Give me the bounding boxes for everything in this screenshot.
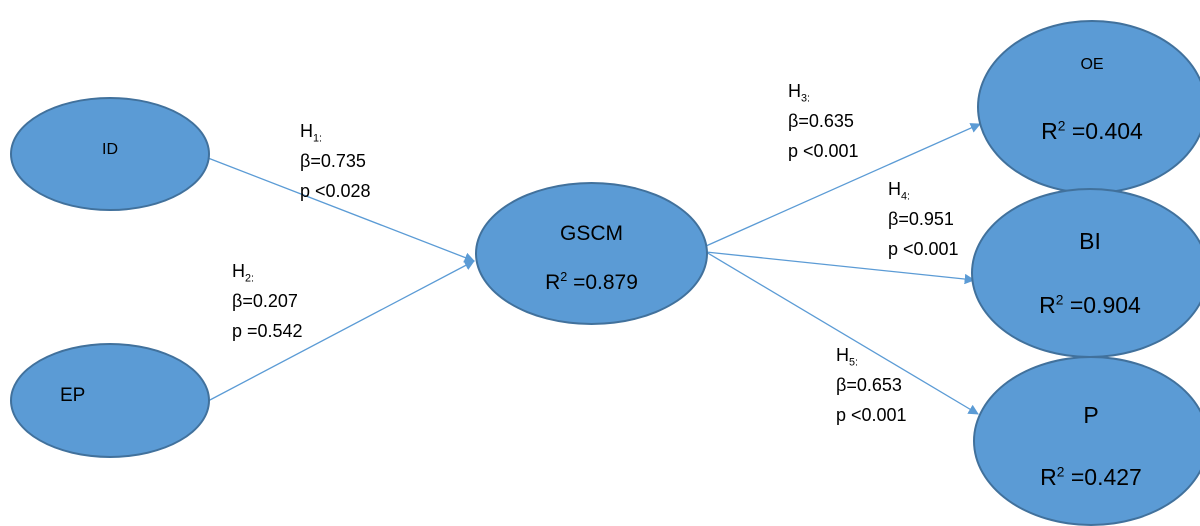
r2-symbol: R — [1041, 118, 1058, 144]
node-gscm: GSCM R2 =0.879 — [475, 182, 708, 325]
beta-h3: β=0.635 — [788, 111, 854, 131]
path-label-h5: H5: β=0.653 p <0.001 — [836, 340, 907, 430]
beta-h2: β=0.207 — [232, 291, 298, 311]
node-gscm-r2-value: =0.879 — [567, 271, 638, 294]
node-bi-r2: R2 =0.904 — [973, 292, 1200, 319]
arrow-gscm-to-bi — [705, 251, 976, 285]
path-label-h4: H4: β=0.951 p <0.001 — [888, 174, 959, 264]
pvalue-h2: p =0.542 — [232, 321, 303, 341]
node-p-r2-value: =0.427 — [1064, 464, 1142, 490]
r2-symbol: R — [1040, 464, 1057, 490]
r2-symbol: R — [545, 271, 561, 294]
r2-exponent: 2 — [1057, 118, 1066, 134]
node-oe-r2: R2 =0.404 — [979, 118, 1200, 145]
arrow-ep-to-gscm — [207, 260, 475, 402]
node-id: ID — [10, 97, 210, 211]
node-p-r2: R2 =0.427 — [975, 464, 1200, 491]
beta-h5: β=0.653 — [836, 375, 902, 395]
pvalue-h4: p <0.001 — [888, 239, 959, 259]
arrow-id-to-gscm — [207, 157, 475, 263]
pvalue-h5: p <0.001 — [836, 405, 907, 425]
hypothesis-h3: H3: — [788, 81, 811, 105]
path-label-h2: H2: β=0.207 p =0.542 — [232, 256, 303, 346]
node-bi: BI R2 =0.904 — [971, 188, 1200, 358]
arrow-gscm-to-p — [705, 251, 979, 415]
hypothesis-h4: H4: — [888, 179, 911, 203]
pvalue-h1: p <0.028 — [300, 181, 371, 201]
hypothesis-h1: H1: — [300, 121, 323, 145]
hypothesis-h2: H2: — [232, 261, 255, 285]
arrow-gscm-to-oe — [705, 123, 981, 247]
node-ep: EP — [10, 343, 210, 458]
node-gscm-label: GSCM — [560, 222, 623, 245]
node-id-label: ID — [102, 141, 118, 158]
r2-exponent: 2 — [560, 270, 568, 284]
path-label-h1: H1: β=0.735 p <0.028 — [300, 116, 371, 206]
beta-h1: β=0.735 — [300, 151, 366, 171]
node-oe-r2-value: =0.404 — [1065, 118, 1143, 144]
path-label-h3: H3: β=0.635 p <0.001 — [788, 76, 859, 166]
beta-h4: β=0.951 — [888, 209, 954, 229]
node-gscm-r2: R2 =0.879 — [477, 270, 706, 295]
node-p: P R2 =0.427 — [973, 356, 1200, 526]
node-bi-label: BI — [1079, 228, 1101, 254]
node-ep-label: EP — [60, 385, 86, 406]
node-bi-r2-value: =0.904 — [1063, 292, 1141, 318]
node-p-label: P — [1083, 402, 1099, 428]
r2-exponent: 2 — [1056, 464, 1065, 480]
r2-symbol: R — [1039, 292, 1056, 318]
node-oe: OE R2 =0.404 — [977, 20, 1200, 194]
node-oe-label: OE — [1080, 56, 1104, 73]
hypothesis-h5: H5: — [836, 345, 859, 369]
pvalue-h3: p <0.001 — [788, 141, 859, 161]
r2-exponent: 2 — [1055, 292, 1064, 308]
